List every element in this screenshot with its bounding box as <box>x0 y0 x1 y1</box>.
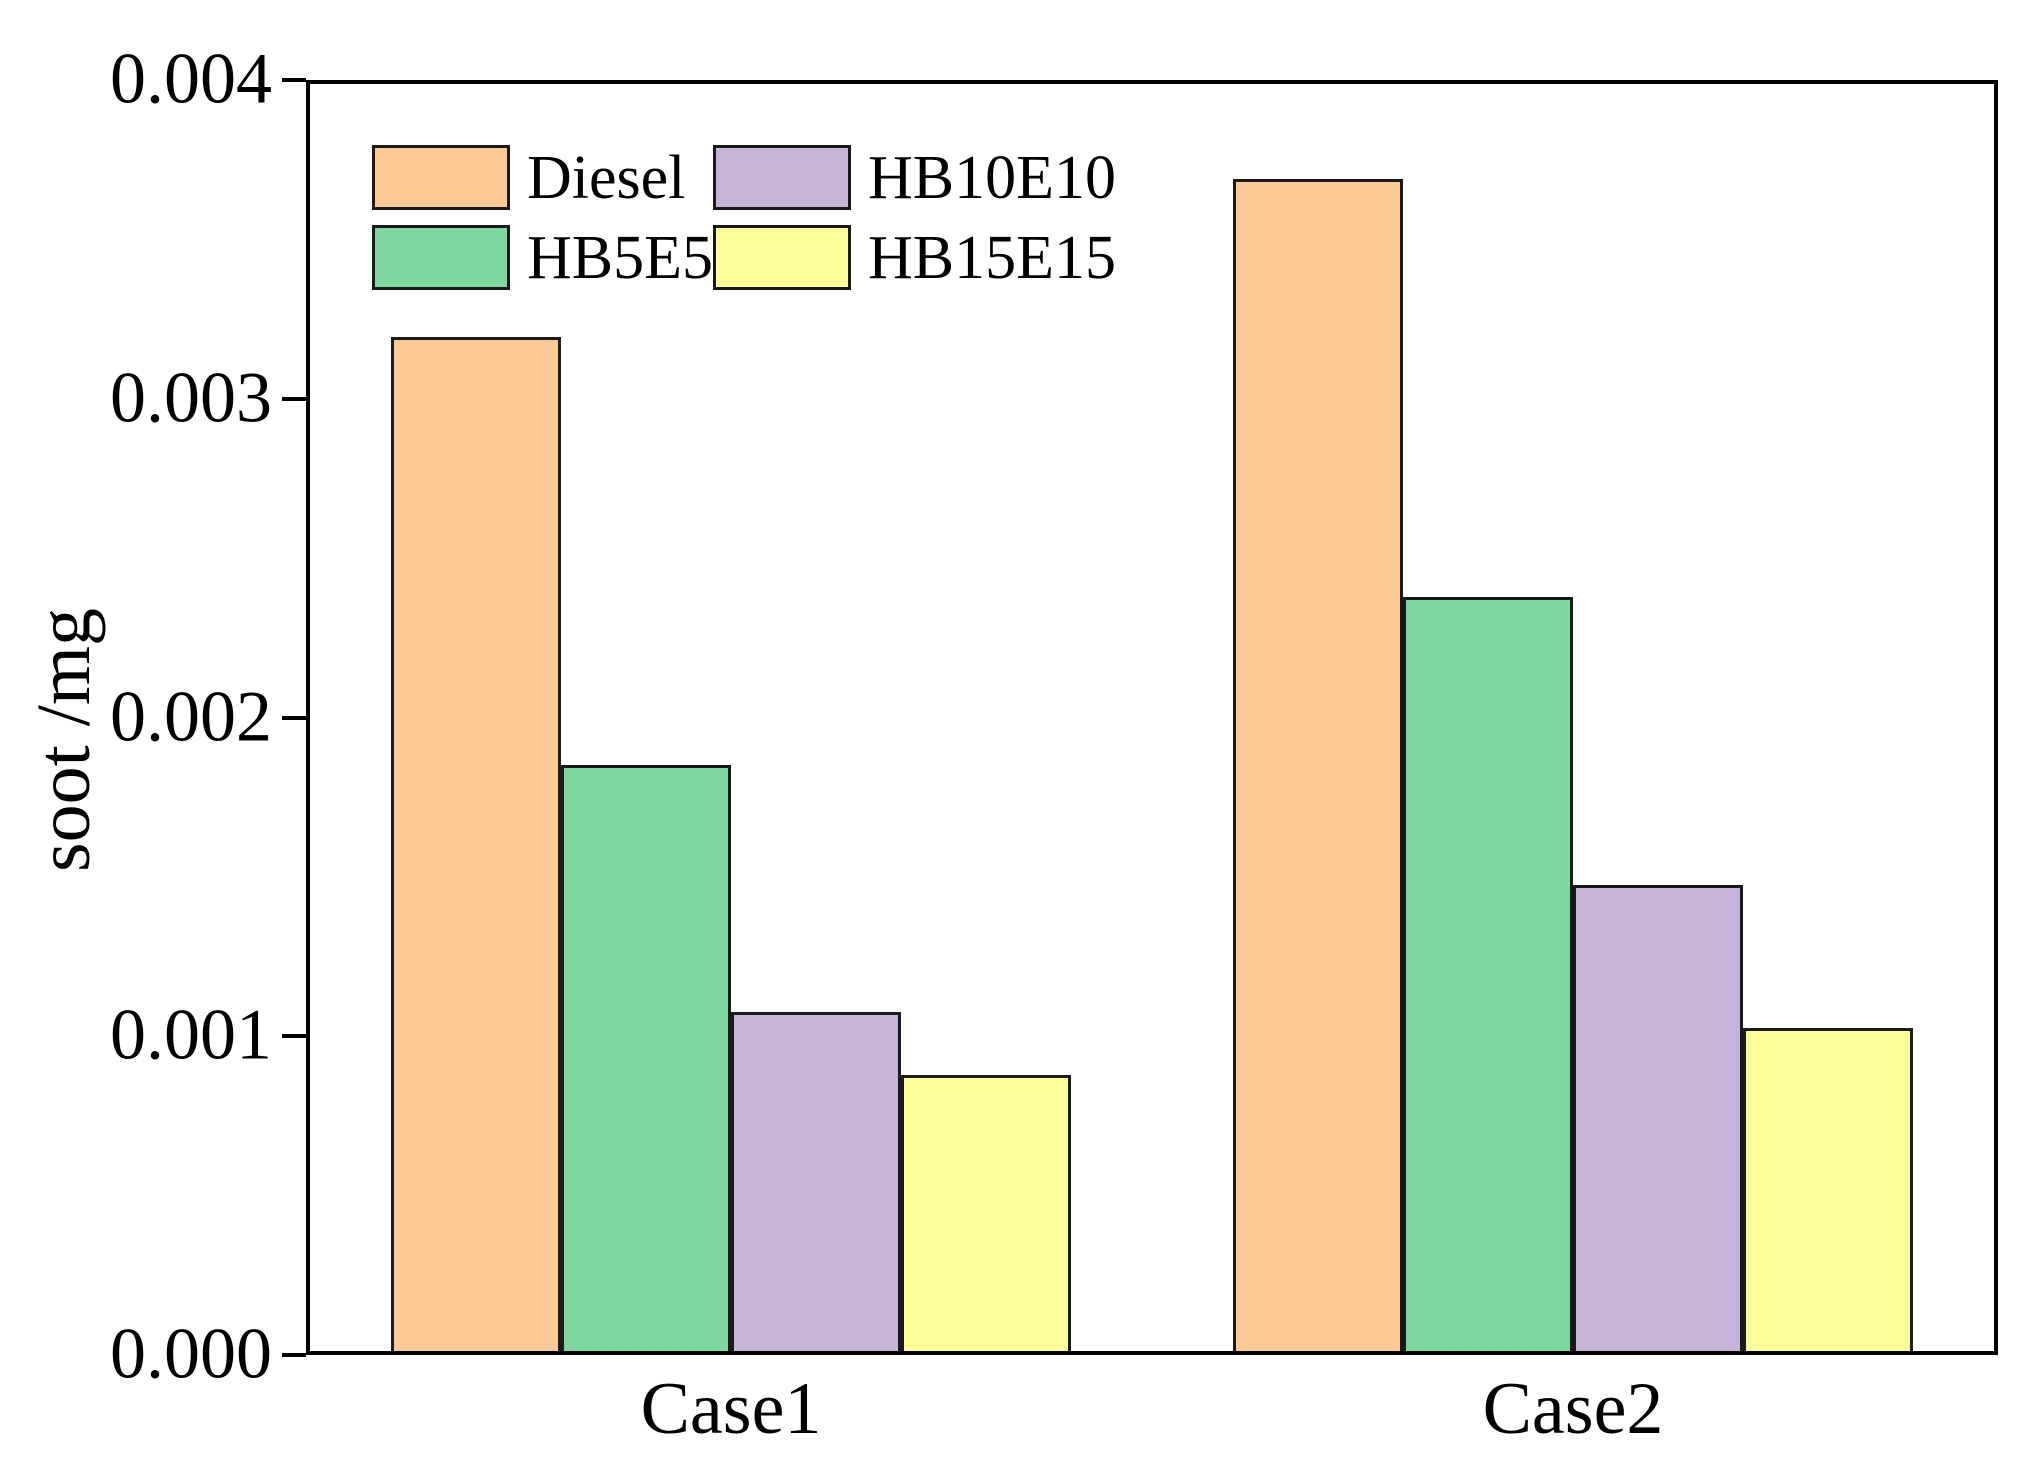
legend-item-hb10e10: HB10E10 <box>713 145 1116 210</box>
legend: Diesel HB5E5 HB10E10 HB15E15 <box>372 145 1116 290</box>
y-tick-mark-0-001 <box>282 1034 306 1039</box>
legend-label-diesel: Diesel <box>527 143 686 212</box>
bar-case2-hb10e10 <box>1573 885 1743 1351</box>
bar-case1-diesel <box>391 337 561 1351</box>
legend-swatch-hb10e10 <box>713 145 851 210</box>
plot-area <box>306 80 1998 1355</box>
x-category-label-case2: Case2 <box>1482 1368 1664 1450</box>
bar-case1-hb10e10 <box>731 1012 901 1351</box>
x-category-label-case1: Case1 <box>640 1368 822 1450</box>
y-tick-label-0-003: 0.003 <box>110 357 272 438</box>
y-tick-mark-0-004 <box>282 78 306 82</box>
y-tick-label-0-000: 0.000 <box>110 1313 272 1394</box>
legend-swatch-hb5e5 <box>372 225 510 290</box>
y-tick-label-0-004: 0.004 <box>110 38 272 119</box>
bar-case2-hb5e5 <box>1403 597 1573 1351</box>
legend-label-hb5e5: HB5E5 <box>527 223 713 292</box>
y-tick-mark-0-002 <box>282 715 306 720</box>
bar-case1-hb5e5 <box>561 765 731 1351</box>
y-tick-label-0-001: 0.001 <box>110 994 272 1075</box>
y-tick-mark-0-000 <box>282 1353 306 1357</box>
y-tick-label-0-002: 0.002 <box>110 676 272 757</box>
legend-item-diesel: Diesel <box>372 145 713 210</box>
bar-case1-hb15e15 <box>901 1075 1071 1351</box>
legend-label-hb10e10: HB10E10 <box>868 143 1116 212</box>
legend-swatch-diesel <box>372 145 510 210</box>
legend-swatch-hb15e15 <box>713 225 851 290</box>
legend-item-hb15e15: HB15E15 <box>713 225 1116 290</box>
y-tick-mark-0-003 <box>282 396 306 401</box>
legend-item-hb5e5: HB5E5 <box>372 225 713 290</box>
bar-case2-hb15e15 <box>1743 1027 1913 1351</box>
legend-label-hb15e15: HB15E15 <box>868 223 1116 292</box>
bar-case2-diesel <box>1233 179 1403 1351</box>
